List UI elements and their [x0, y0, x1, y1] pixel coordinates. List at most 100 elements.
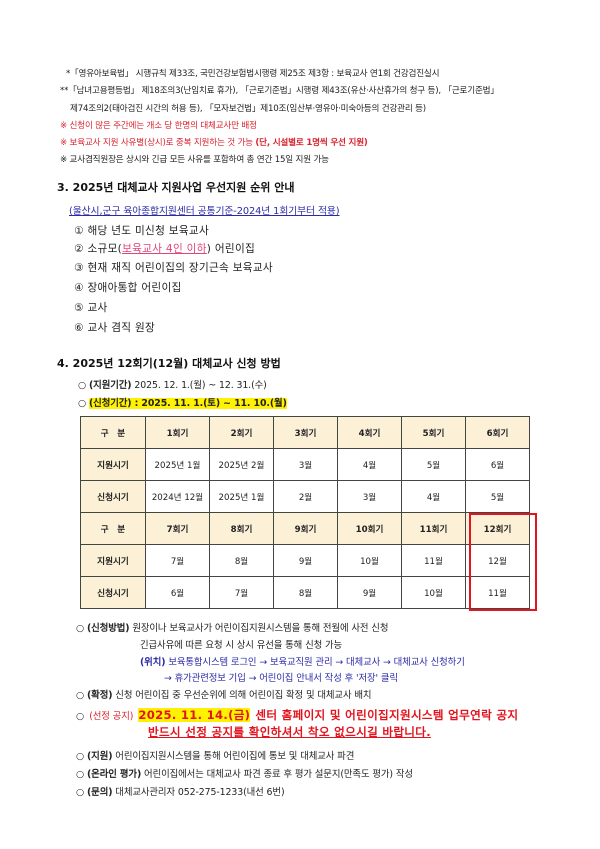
value: 원장이나 보육교사가 어린이집지원시스템을 통해 전월에 사전 신청: [132, 623, 389, 634]
value: 보육통합시스템 로그인 → 보육교직원 관리 → 대체교사 → 대체교사 신청하…: [168, 657, 465, 668]
item-number: ⑥: [74, 322, 84, 334]
bullet-icon: ○: [78, 398, 87, 409]
note-health-check: *「영유아보육법」 시행규칙 제33조, 국민건강보험법시행령 제25조 제3항…: [66, 69, 440, 79]
table-cell: 10월: [337, 544, 402, 577]
table-header-cell: 구 분: [80, 416, 146, 449]
table-header-cell: 5회기: [401, 416, 466, 449]
table-header-cell: 12회기: [465, 512, 530, 545]
table-header-cell: 3회기: [273, 416, 338, 449]
row-label-cell: 신청시기: [80, 576, 146, 609]
item-number: ⑤: [74, 302, 84, 314]
bullet-icon: ○: [76, 769, 85, 780]
row-label-cell: 신청시기: [80, 480, 146, 513]
table-header-cell: 2회기: [209, 416, 274, 449]
item-emphasis: 보육교사 4인 이하: [122, 243, 207, 255]
value: 신청 어린이집 중 우선순위에 의해 어린이집 확정 및 대체교사 배치: [115, 690, 372, 701]
value: 어린이집지원시스템을 통해 어린이집에 통보 및 대체교사 파견: [115, 751, 355, 762]
priority-item-4: ④ 장애아통합 어린이집: [74, 280, 182, 295]
section3-subtitle: (울산시,군구 육아종합지원센터 공통기준-2024년 1회기부터 적용): [69, 206, 340, 217]
table-cell: 4월: [337, 448, 402, 481]
item-text: 교사 겸직 원장: [87, 322, 156, 334]
apply-period-text: (신청기간) : 2025. 11. 1.(토) ~ 11. 10.(월): [88, 398, 287, 409]
online-evaluation: ○ (온라인 평가) 어린이집에서는 대체교사 파견 종료 후 평가 설문지(만…: [76, 766, 413, 780]
notice-text: 센터 홈페이지 및 어린이집지원시스템 업무연락 공지: [255, 708, 519, 722]
note-duplicate: ※ 보육교사 지원 사유별(상시)로 중복 지원하는 것 가능 (단, 시설별로…: [60, 136, 368, 148]
label: (위치): [140, 657, 166, 668]
table-header-cell: 8회기: [209, 512, 274, 545]
table-cell: 5월: [465, 480, 530, 513]
table-cell: 2025년 1월: [209, 480, 274, 513]
table-cell: 8월: [273, 576, 338, 609]
value: 2025. 12. 1.(월) ~ 12. 31.(수): [134, 380, 267, 391]
table-cell: 11월: [401, 544, 466, 577]
table-header-cell: 10회기: [337, 512, 402, 545]
table-cell: 8월: [209, 544, 274, 577]
priority-item-2: ② 소규모(보육교사 4인 이하) 어린이집: [74, 241, 255, 256]
note-duplicate-emph: (단, 시설별로 1명씩 우선 지원): [255, 138, 368, 148]
table-header-cell: 6회기: [465, 416, 530, 449]
bullet-icon: ○: [76, 751, 85, 762]
item-text: 현재 재직 어린이집의 장기근속 보육교사: [87, 262, 273, 274]
table-cell: 6월: [465, 448, 530, 481]
note-one-per-site: ※ 신청이 많은 주간에는 개소 당 한명의 대체교사만 배정: [60, 121, 257, 131]
table-header-cell: 1회기: [145, 416, 210, 449]
bullet-icon: ○: [76, 711, 85, 722]
table-row: 신청시기 2024년 12월 2025년 1월 2월 3월 4월 5월: [80, 480, 530, 513]
section3-title: 3. 2025년 대체교사 지원사업 우선지원 순위 안내: [57, 181, 295, 194]
item-text: 해당 년도 미신청 보육교사: [87, 225, 209, 237]
row-label-cell: 지원시기: [80, 544, 146, 577]
table-cell: 5월: [401, 448, 466, 481]
table-cell: 9월: [273, 544, 338, 577]
priority-item-6: ⑥ 교사 겸직 원장: [74, 320, 155, 335]
section4-title: 4. 2025년 12회기(12월) 대체교사 신청 방법: [57, 357, 281, 370]
table-header-cell: 7회기: [145, 512, 210, 545]
notice-warning: 반드시 선정 공지를 확인하셔서 착오 없으시길 바랍니다.: [148, 725, 431, 739]
support-period: ○ (지원기간) 2025. 12. 1.(월) ~ 12. 31.(수): [78, 377, 267, 391]
table-cell: 3월: [337, 480, 402, 513]
note-law-refs-cont: 제74조의2(태아검진 시간의 허용 등), 「모자보건법」제10조(임산부·영…: [70, 104, 426, 114]
table-header-cell: 11회기: [401, 512, 466, 545]
bullet-icon: ○: [76, 787, 85, 798]
table-cell: 2025년 1월: [145, 448, 210, 481]
priority-item-1: ① 해당 년도 미신청 보육교사: [74, 223, 209, 238]
label: (확정): [86, 690, 113, 701]
table-cell: 4월: [401, 480, 466, 513]
table-cell: 7월: [145, 544, 210, 577]
note-duplicate-text: ※ 보육교사 지원 사유별(상시)로 중복 지원하는 것 가능: [60, 138, 253, 148]
table-header-cell: 구 분: [80, 512, 146, 545]
table-header-row: 구 분 1회기 2회기 3회기 4회기 5회기 6회기: [80, 416, 530, 449]
label: (지원기간): [88, 380, 132, 391]
row-label-cell: 지원시기: [80, 448, 146, 481]
apply-method-cont: 긴급사유에 따른 요청 시 상시 유선을 통해 신청 가능: [140, 640, 343, 651]
item-text: ) 어린이집: [206, 243, 256, 255]
table-cell: 10월: [401, 576, 466, 609]
table-cell: 11월: [465, 576, 530, 609]
bullet-icon: ○: [76, 623, 85, 634]
item-text: 소규모(: [87, 243, 123, 255]
confirmation: ○ (확정) 신청 어린이집 중 우선순위에 의해 어린이집 확정 및 대체교사…: [76, 687, 372, 701]
table-cell: 9월: [337, 576, 402, 609]
table-header-cell: 9회기: [273, 512, 338, 545]
label: (신청방법): [86, 623, 130, 634]
item-number: ④: [74, 282, 84, 294]
value: 어린이집에서는 대체교사 파견 종료 후 평가 설문지(만족도 평가) 작성: [144, 769, 413, 780]
label: (선정 공지): [89, 711, 134, 722]
current-round-highlight: [469, 513, 537, 611]
label: (지원): [86, 751, 113, 762]
item-text: 장애아통합 어린이집: [87, 282, 182, 294]
table-row: 신청시기 6월 7월 8월 9월 10월 11월: [80, 576, 530, 609]
item-number: ①: [74, 225, 84, 237]
table-cell: 6월: [145, 576, 210, 609]
notice-date: 2025. 11. 14.(금): [138, 708, 251, 722]
location-cont: → 휴가관련정보 기입 → 어린이집 안내서 작성 후 '저장' 클릭: [164, 673, 398, 684]
item-number: ②: [74, 243, 84, 255]
note-director-limit: ※ 교사겸직원장은 상시와 긴급 모든 사유를 포함하여 총 연간 15일 지원…: [60, 155, 329, 165]
apply-period: ○ (신청기간) : 2025. 11. 1.(토) ~ 11. 10.(월): [78, 395, 287, 409]
table-row: 지원시기 2025년 1월 2025년 2월 3월 4월 5월 6월: [80, 448, 530, 481]
table-header-row: 구 분 7회기 8회기 9회기 10회기 11회기 12회기: [80, 512, 530, 545]
table-cell: 2025년 2월: [209, 448, 274, 481]
priority-item-5: ⑤ 교사: [74, 300, 108, 315]
table-cell: 2월: [273, 480, 338, 513]
bullet-icon: ○: [78, 380, 87, 391]
contact: ○ (문의) 대체교사관리자 052-275-1233(내선 6번): [76, 784, 285, 798]
